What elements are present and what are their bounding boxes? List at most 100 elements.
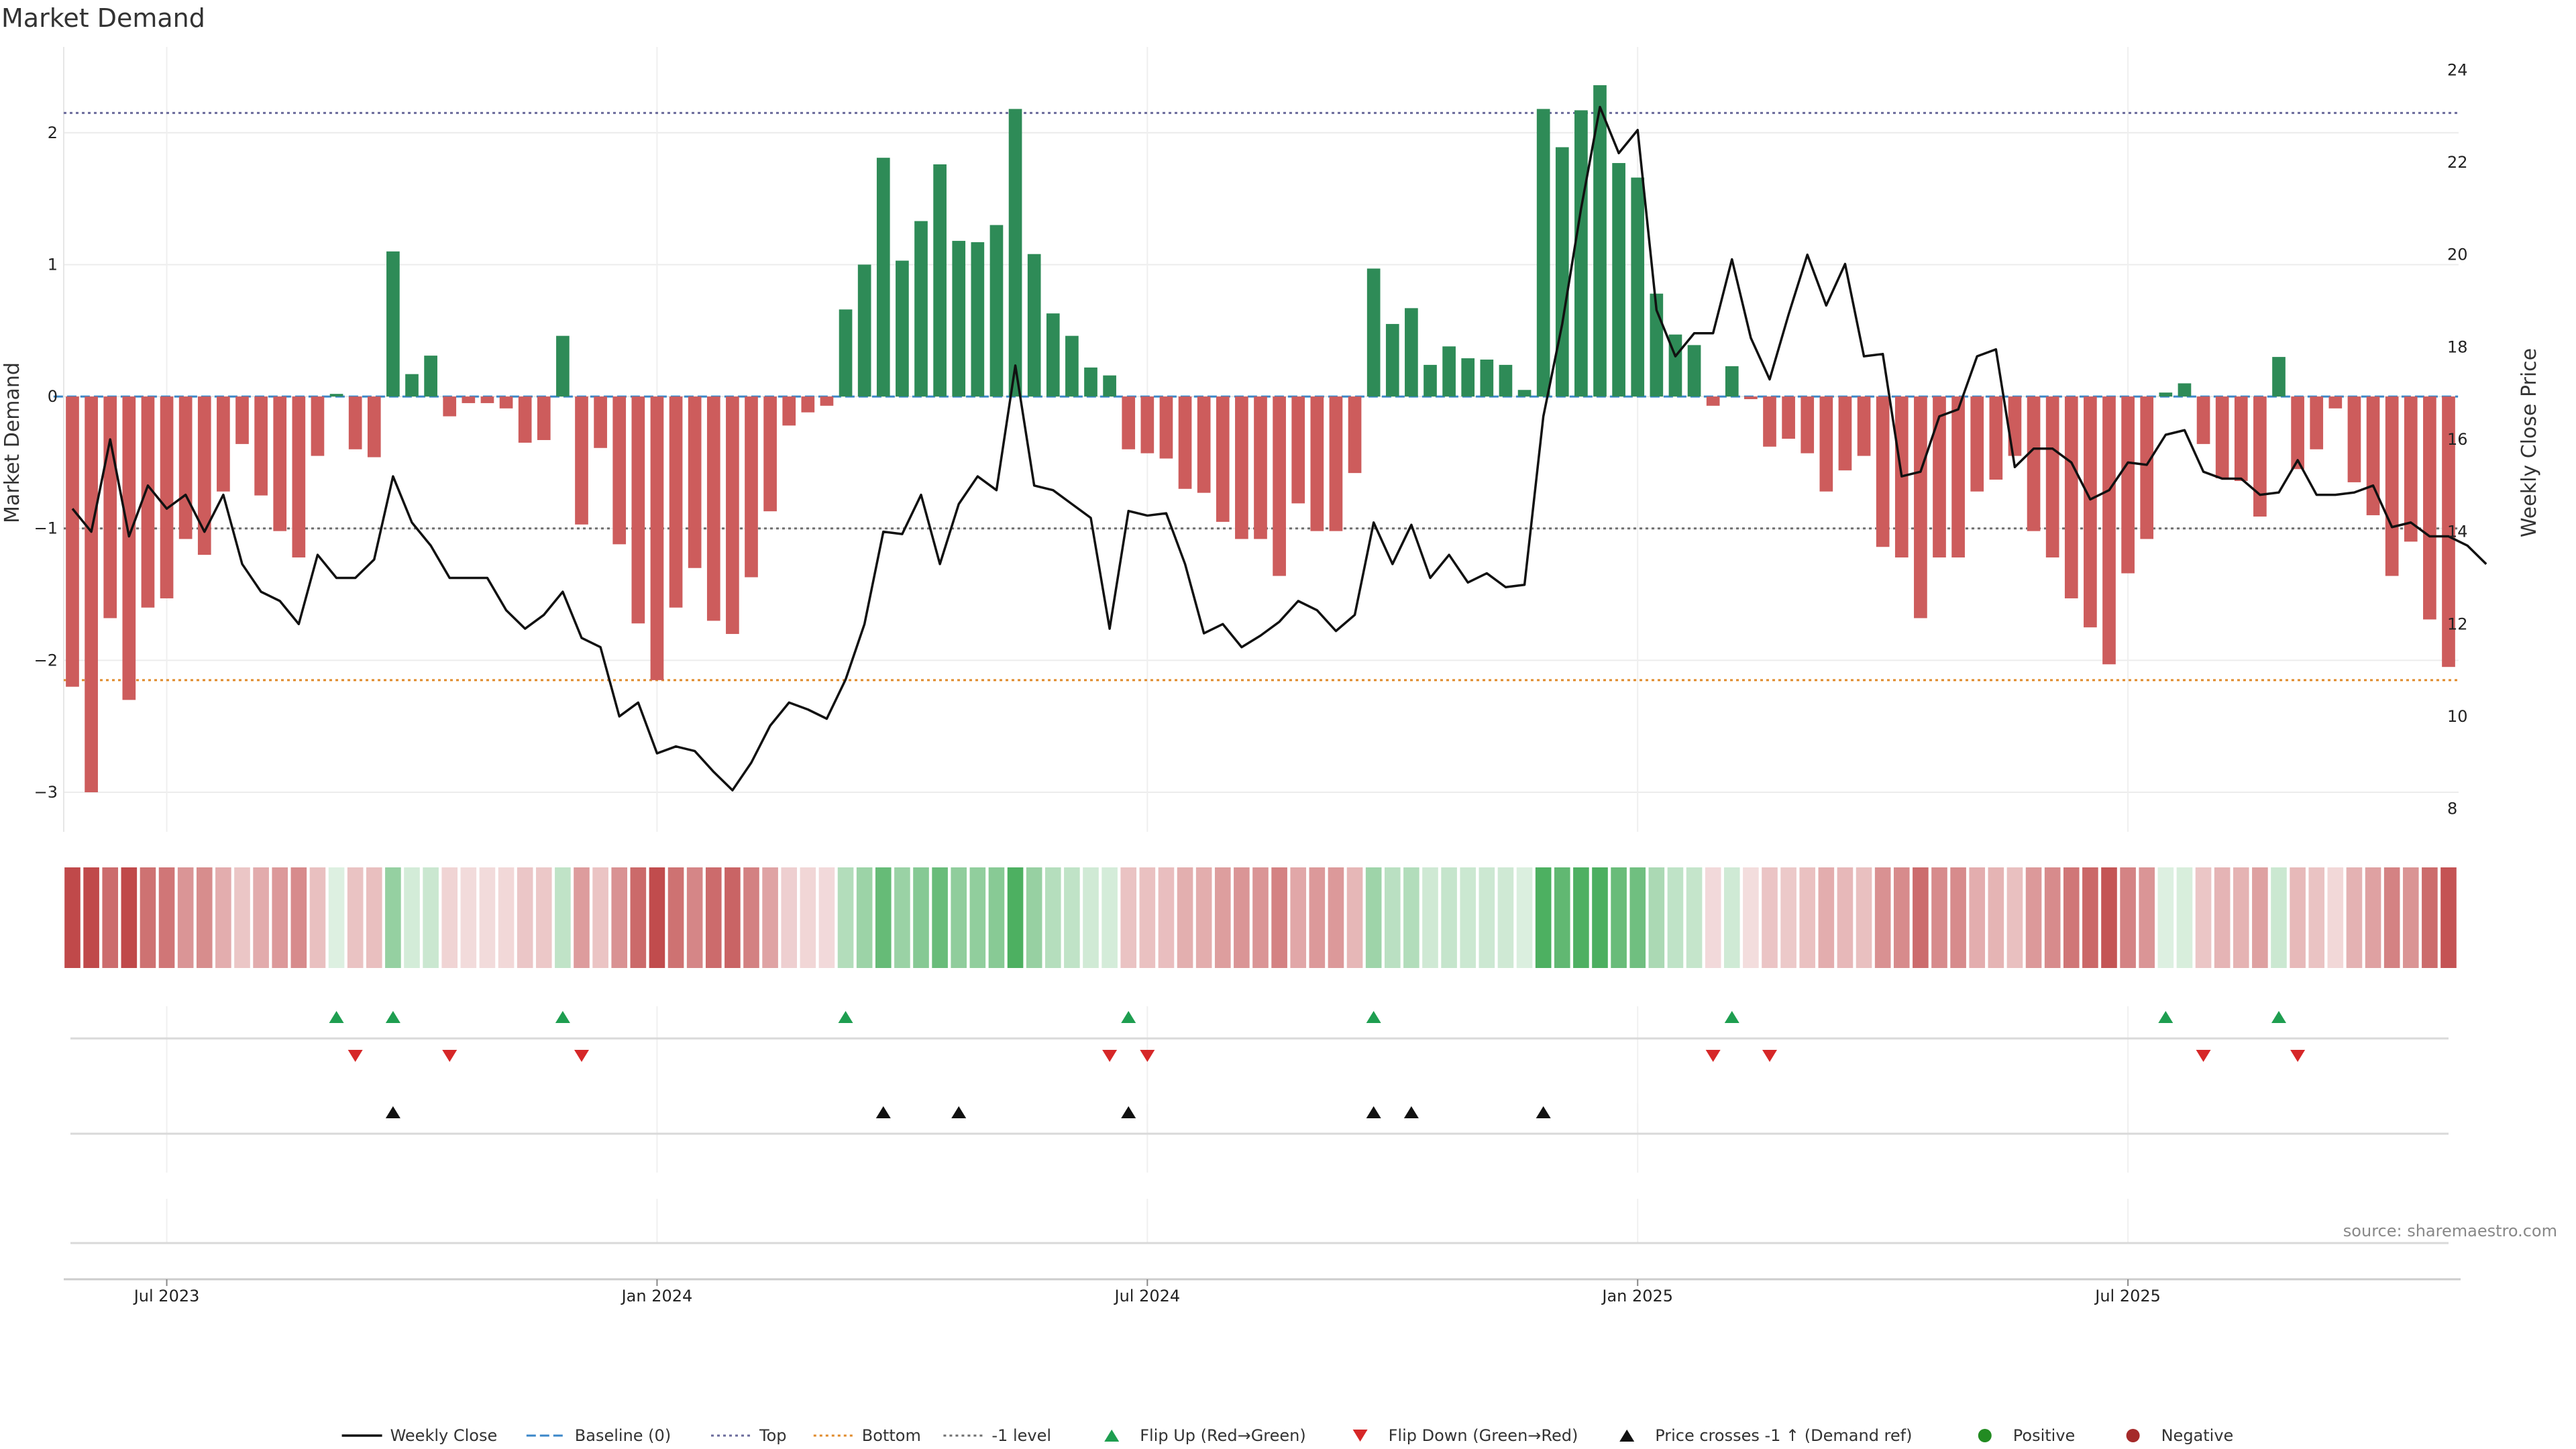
demand-bar-negative [1951,396,1965,557]
heat-cell [196,867,213,968]
heat-cell [2327,867,2344,968]
price-cross-marker [951,1106,967,1118]
heat-cell [140,867,156,968]
heat-cell [800,867,816,968]
demand-bar-negative [122,396,136,700]
flip-down-marker [1140,1050,1155,1062]
heat-cell [2157,867,2174,968]
heat-cell [404,867,420,968]
demand-bar-negative [2102,396,2116,665]
heat-cell [2006,867,2023,968]
heat-cell [2252,867,2268,968]
flip-down-marker [2196,1050,2211,1062]
right-axis-ticks: 24 22 20 18 16 14 12 10 8 [2447,60,2468,818]
heat-cell [2233,867,2249,968]
heat-cell [1818,867,1835,968]
heat-cell [743,867,759,968]
heat-cell [988,867,1005,968]
heat-cell [1516,867,1533,968]
x-axis-ticks: Jul 2023 Jan 2024 Jul 2024 Jan 2025 Jul 2025 [64,1278,2461,1305]
heat-cell [234,867,250,968]
demand-bar-positive [386,251,400,397]
demand-bar-positive [405,374,419,397]
heat-cell [1743,867,1759,968]
heat-cell [555,867,571,968]
demand-bar-negative [2234,396,2248,481]
left-tick-label: −3 [34,783,58,802]
demand-bar-negative [1914,396,1927,619]
heat-cell [83,867,99,968]
heat-cell [705,867,722,968]
heat-cell [762,867,778,968]
heat-cell [1629,867,1646,968]
demand-bar-positive [1442,346,1456,397]
heat-cell [1931,867,1947,968]
heat-cell [1913,867,1929,968]
heat-cell [441,867,458,968]
demand-bar-negative [763,396,777,512]
heat-cell [517,867,533,968]
heat-cell [64,867,80,968]
flip-down-marker [2290,1050,2306,1062]
heat-cell [1102,867,1118,968]
legend-item-top: Top [711,1426,787,1445]
flip-up-marker [2158,1011,2174,1023]
heat-cell [686,867,703,968]
heat-cell [856,867,873,968]
heat-cell [1874,867,1891,968]
demand-bar-negative [1140,396,1155,453]
demand-bar-negative [2310,396,2324,449]
demand-bar-positive [1480,360,1494,397]
demand-bar-positive [2159,392,2173,397]
weekly-close-series [71,105,2487,792]
demand-bar-positive [857,264,871,397]
demand-heat-strip [64,867,2457,968]
demand-bar-negative [1933,396,1946,557]
x-tick-label: Jan 2025 [1601,1287,1673,1305]
demand-bar-negative [518,396,532,443]
left-axis-label: Market Demand [1,362,24,523]
heat-cell [1139,867,1156,968]
price-cross-marker [385,1106,400,1118]
demand-bar-negative [575,396,588,525]
flip-up-marker [1366,1011,1381,1023]
source-note: source: sharemaestro.com [2343,1222,2557,1240]
legend-label: Baseline (0) [575,1426,671,1445]
heat-cell [2290,867,2306,968]
demand-bar-negative [2385,396,2399,576]
flip-up-marker [1121,1011,1136,1023]
demand-bar-negative [706,396,720,621]
demand-bar-positive [1631,177,1645,397]
demand-bar-negative [2215,396,2229,479]
left-tick-label: −2 [34,651,58,669]
demand-bar-positive [1084,367,1097,397]
demand-bar-negative [1876,396,1890,547]
signal-marker-panels [70,1006,2449,1244]
demand-bar-positive [1574,110,1588,397]
demand-bar-negative [1235,396,1248,539]
legend-item-flip-up: Flip Up (Red→Green) [1104,1426,1306,1445]
heat-cell [177,867,194,968]
demand-bar-negative [1254,396,1267,539]
left-tick-label: 2 [48,123,58,142]
demand-bar-negative [1329,396,1343,531]
heat-cell [2308,867,2325,968]
heat-cell [2176,867,2193,968]
demand-bar-negative [612,396,627,545]
legend-label: Flip Down (Green→Red) [1389,1426,1578,1445]
demand-bar-negative [2196,396,2210,444]
demand-bar-negative [103,396,117,619]
demand-bar-positive [1555,147,1569,397]
demand-bar-negative [1159,396,1173,459]
demand-bar-negative [1819,396,1833,492]
demand-bar-negative [1273,396,1286,576]
heat-cell [2365,867,2381,968]
heat-cell [1195,867,1212,968]
demand-bar-positive [329,394,343,397]
demand-bar-negative [594,396,607,448]
demand-bar-negative [1801,396,1815,453]
demand-bar-positive [1612,163,1625,397]
heat-cell [385,867,401,968]
demand-bar-negative [537,396,551,440]
demand-bar-positive [2272,357,2286,397]
